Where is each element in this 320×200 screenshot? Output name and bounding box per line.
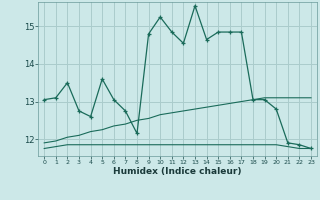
X-axis label: Humidex (Indice chaleur): Humidex (Indice chaleur) bbox=[113, 167, 242, 176]
